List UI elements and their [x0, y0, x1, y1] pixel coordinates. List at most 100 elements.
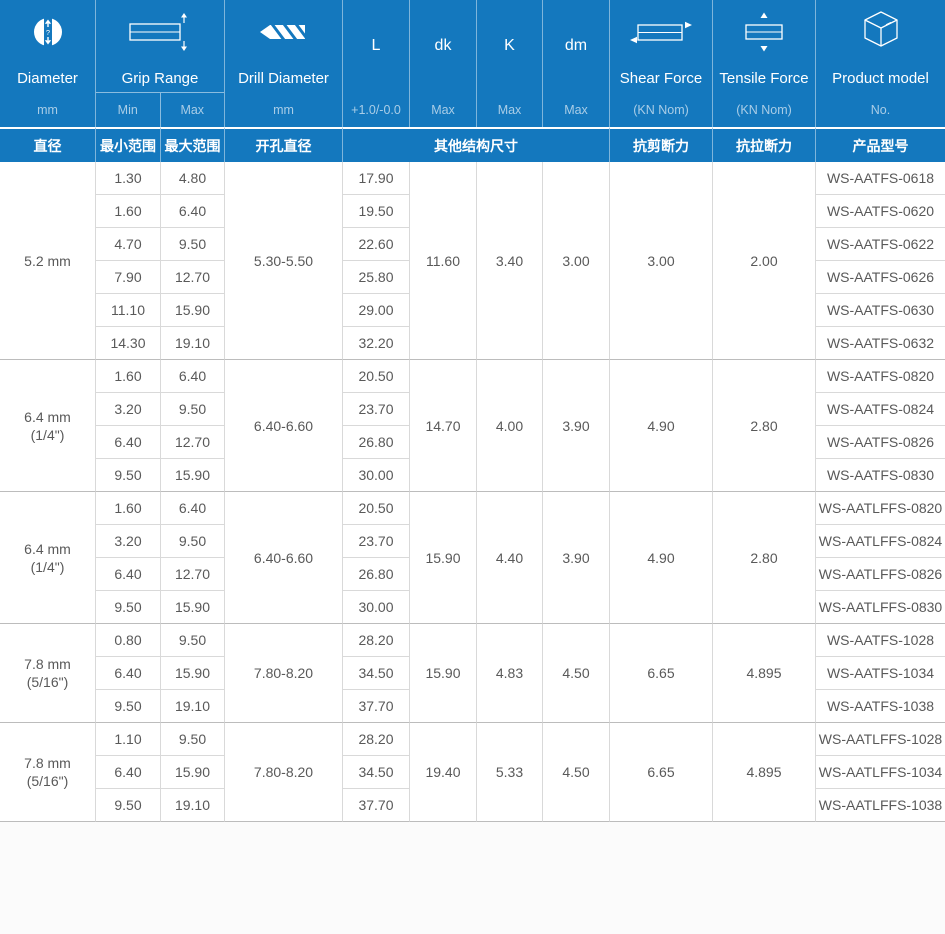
header-dm: dm Max [543, 0, 610, 127]
header-model-label: Product model [832, 69, 929, 87]
model-cell: WS-AATFS-0826 [816, 426, 945, 459]
diameter-value: 5.2 mm [24, 252, 71, 269]
grip-max-cell: 6.40 [161, 492, 225, 525]
table-row: 7.8 mm (5/16") 1.10 9.50 7.80-8.20 28.20 … [0, 723, 945, 822]
l-cell: 29.00 [343, 294, 410, 327]
header-product-model: Product model No. [816, 0, 945, 127]
header-dm-label: dm [564, 37, 588, 54]
header-k-inner: K Max [477, 0, 542, 127]
drill-bit-icon [225, 0, 342, 64]
cn-tensile: 抗拉断力 [713, 127, 816, 162]
header-diameter-label: Diameter [17, 69, 78, 87]
header-row-main: ? Diameter mm [0, 0, 945, 127]
cn-other-dimensions: 其他结构尺寸 [343, 127, 610, 162]
shear-cell: 4.90 [610, 492, 713, 624]
drill-cell: 6.40-6.60 [225, 360, 343, 492]
model-cell: WS-AATFS-0824 [816, 393, 945, 426]
l-cell: 23.70 [343, 393, 410, 426]
cn-grip-min: 最小范围 [96, 127, 161, 162]
grip-max-cell: 12.70 [161, 261, 225, 294]
table-row: 6.40 15.90 34.50 WS-AATFS-1034 [0, 657, 945, 690]
model-cell: WS-AATLFFS-1028 [816, 723, 945, 756]
header-dk-inner: dk Max [410, 0, 476, 127]
grip-min-cell: 9.50 [96, 789, 161, 822]
header-dk-unit: Max [431, 102, 455, 117]
header-tensile-inner: Tensile Force (KN Nom) [713, 0, 815, 127]
grip-max-cell: 12.70 [161, 426, 225, 459]
grip-min-cell: 0.80 [96, 624, 161, 657]
grip-min-cell: 3.20 [96, 525, 161, 558]
table-row: 7.8 mm (5/16") 0.80 9.50 7.80-8.20 28.20 … [0, 624, 945, 723]
header-grip-min: Min [96, 93, 161, 127]
grip-max-cell: 15.90 [161, 591, 225, 624]
grip-min-cell: 1.60 [96, 360, 161, 393]
k-cell: 4.00 [477, 360, 543, 492]
grip-min-cell: 9.50 [96, 690, 161, 723]
header-l: L +1.0/-0.0 [343, 0, 410, 127]
diameter-cell: 7.8 mm (5/16") [0, 723, 96, 822]
shear-cell: 3.00 [610, 162, 713, 360]
product-box-icon [816, 0, 945, 64]
header-diameter-unit: mm [37, 102, 58, 117]
tensile-cell: 4.895 [713, 723, 816, 822]
grip-max-cell: 12.70 [161, 558, 225, 591]
dk-cell: 15.90 [410, 624, 477, 723]
diameter-value: 7.8 mm [24, 656, 71, 672]
model-cell: WS-AATFS-1028 [816, 624, 945, 657]
l-cell: 28.20 [343, 624, 410, 657]
drill-cell: 7.80-8.20 [225, 723, 343, 822]
tensile-cell: 2.80 [713, 492, 816, 624]
grip-max-cell: 9.50 [161, 525, 225, 558]
grip-max-cell: 9.50 [161, 393, 225, 426]
header-grip-inner: Grip Range Min Max [96, 0, 224, 127]
header-dm-unit: Max [564, 102, 588, 117]
l-cell: 26.80 [343, 558, 410, 591]
dk-cell: 19.40 [410, 723, 477, 822]
table-row: 5.2 mm 1.30 4.80 5.30-5.50 17.90 11.60 3… [0, 162, 945, 360]
model-cell: WS-AATFS-0626 [816, 261, 945, 294]
header-grip-label: Grip Range [121, 69, 199, 87]
l-cell: 37.70 [343, 789, 410, 822]
tensile-force-icon [713, 0, 815, 64]
header-grip-units: Min Max [96, 92, 224, 127]
header-tensile-unit: (KN Nom) [736, 102, 792, 117]
model-cell: WS-AATFS-0820 [816, 360, 945, 393]
grip-max-cell: 9.50 [161, 228, 225, 261]
l-cell: 34.50 [343, 657, 410, 690]
drill-cell: 5.30-5.50 [225, 162, 343, 360]
grip-max-cell: 19.10 [161, 789, 225, 822]
header-dk: dk Max [410, 0, 477, 127]
dk-cell: 15.90 [410, 492, 477, 624]
grip-min-cell: 1.30 [96, 162, 161, 195]
l-cell: 34.50 [343, 756, 410, 789]
header-shear-unit: (KN Nom) [633, 102, 689, 117]
model-cell: WS-AATFS-0622 [816, 228, 945, 261]
header-k-label: K [504, 37, 515, 54]
dm-cell: 4.50 [543, 723, 610, 822]
table-row: 9.50 15.90 30.00 WS-AATFS-0830 [0, 459, 945, 492]
header-k-unit: Max [497, 102, 522, 117]
l-cell: 37.70 [343, 690, 410, 723]
l-cell: 30.00 [343, 459, 410, 492]
model-cell: WS-AATLFFS-0824 [816, 525, 945, 558]
grip-range-icon [96, 0, 224, 64]
table-row: 6.40 15.90 34.50 WS-AATLFFS-1034 [0, 756, 945, 789]
grip-max-cell: 4.80 [161, 162, 225, 195]
header-drill-unit: mm [273, 102, 294, 117]
l-cell: 32.20 [343, 327, 410, 360]
grip-min-cell: 1.10 [96, 723, 161, 756]
l-cell: 30.00 [343, 591, 410, 624]
header-diameter-inner: ? Diameter mm [0, 0, 95, 127]
header-l-unit: +1.0/-0.0 [351, 102, 401, 117]
l-cell: 25.80 [343, 261, 410, 294]
header-tensile-label: Tensile Force [719, 69, 809, 87]
model-cell: WS-AATLFFS-1038 [816, 789, 945, 822]
model-cell: WS-AATFS-1034 [816, 657, 945, 690]
grip-max-cell: 6.40 [161, 360, 225, 393]
l-cell: 17.90 [343, 162, 410, 195]
diameter-cell: 5.2 mm [0, 162, 96, 360]
tensile-cell: 2.80 [713, 360, 816, 492]
header-drill-label: Drill Diameter [238, 69, 329, 87]
diameter-sub: (5/16") [26, 773, 69, 789]
header-tensile-force: Tensile Force (KN Nom) [713, 0, 816, 127]
